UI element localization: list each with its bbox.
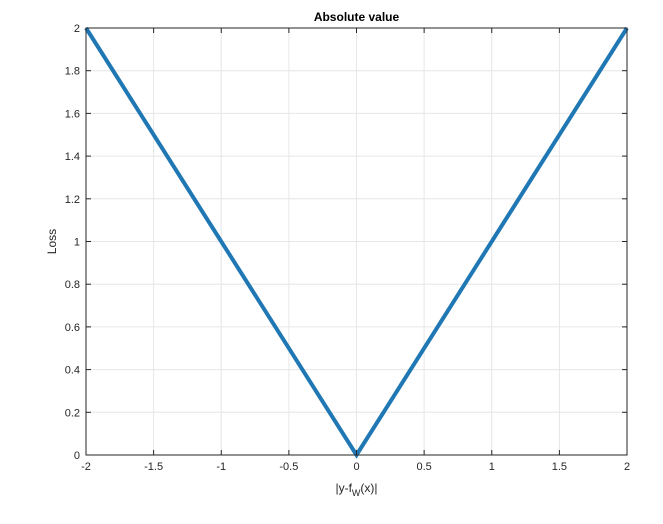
x-tick-label: -1 xyxy=(216,461,226,473)
x-tick-label: 0.5 xyxy=(416,461,431,473)
tick-marks xyxy=(85,27,628,456)
grid-lines xyxy=(85,27,628,456)
chart-title: Absolute value xyxy=(314,10,400,24)
y-tick-label: 0.2 xyxy=(65,407,80,419)
y-axis-label: Loss xyxy=(45,229,59,254)
x-tick-label: 0 xyxy=(353,461,359,473)
y-tick-label: 0.4 xyxy=(65,365,80,377)
x-tick-labels: -2 -1.5 -1 -0.5 0 0.5 1 1.5 2 xyxy=(81,461,630,473)
x-axis-label-tail: (x)| xyxy=(360,481,377,495)
y-tick-label: 0 xyxy=(74,450,80,462)
y-tick-label: 1.2 xyxy=(65,194,80,206)
y-tick-label: 0.8 xyxy=(65,279,80,291)
x-axis-label: |y-fW(x)| xyxy=(335,481,377,498)
y-tick-label: 1.4 xyxy=(65,151,80,163)
x-tick-label: 2 xyxy=(624,461,630,473)
y-tick-label: 1.8 xyxy=(65,66,80,78)
x-axis-label-subscript: W xyxy=(352,488,361,498)
x-tick-label: 1 xyxy=(489,461,495,473)
y-tick-label: 1.6 xyxy=(65,108,80,120)
x-tick-label: -0.5 xyxy=(279,461,298,473)
y-tick-label: 1 xyxy=(74,237,80,249)
y-tick-label: 2 xyxy=(74,23,80,35)
x-tick-label: -2 xyxy=(81,461,91,473)
x-tick-label: 1.5 xyxy=(552,461,567,473)
x-axis-label-main: |y-f xyxy=(335,481,352,495)
y-tick-label: 0.6 xyxy=(65,322,80,334)
y-tick-labels: 0 0.2 0.4 0.6 0.8 1 1.2 1.4 1.6 1.8 2 xyxy=(65,23,80,462)
x-tick-label: -1.5 xyxy=(144,461,163,473)
